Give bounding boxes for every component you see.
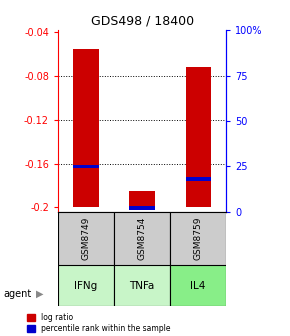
FancyBboxPatch shape bbox=[58, 265, 114, 306]
Text: GSM8749: GSM8749 bbox=[81, 217, 90, 260]
Bar bbox=[73, 165, 99, 168]
FancyBboxPatch shape bbox=[58, 212, 114, 265]
Text: IL4: IL4 bbox=[191, 281, 206, 291]
Bar bbox=[186, 177, 211, 181]
Bar bbox=[130, 206, 155, 210]
Bar bbox=[186, 68, 211, 207]
FancyBboxPatch shape bbox=[114, 265, 170, 306]
Text: GSM8754: GSM8754 bbox=[137, 217, 147, 260]
Text: GSM8759: GSM8759 bbox=[194, 217, 203, 260]
FancyBboxPatch shape bbox=[170, 212, 226, 265]
Text: agent: agent bbox=[3, 289, 31, 299]
Text: IFNg: IFNg bbox=[75, 281, 98, 291]
Legend: log ratio, percentile rank within the sample: log ratio, percentile rank within the sa… bbox=[27, 313, 170, 333]
FancyBboxPatch shape bbox=[170, 265, 226, 306]
Bar bbox=[130, 191, 155, 207]
Title: GDS498 / 18400: GDS498 / 18400 bbox=[90, 15, 194, 28]
Bar bbox=[73, 49, 99, 207]
FancyBboxPatch shape bbox=[114, 212, 170, 265]
Text: ▶: ▶ bbox=[36, 289, 44, 299]
Text: TNFa: TNFa bbox=[129, 281, 155, 291]
